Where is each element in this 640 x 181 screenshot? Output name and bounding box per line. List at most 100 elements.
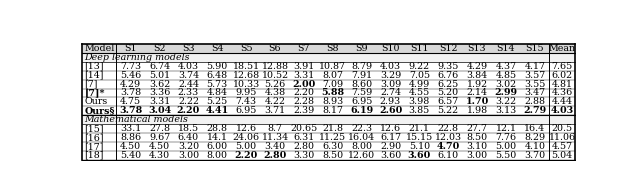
Text: 6.74: 6.74 — [149, 62, 170, 71]
Text: S3: S3 — [182, 44, 195, 53]
Text: 4.36: 4.36 — [552, 89, 573, 97]
Text: Mean: Mean — [548, 44, 575, 53]
Text: 21.8: 21.8 — [322, 124, 343, 133]
Text: 3.98: 3.98 — [409, 97, 430, 106]
Text: 3.36: 3.36 — [149, 89, 170, 97]
Text: [13]: [13] — [84, 62, 104, 71]
Text: 4.30: 4.30 — [149, 151, 170, 160]
Text: 5.26: 5.26 — [264, 80, 285, 89]
Text: 8.17: 8.17 — [322, 106, 343, 115]
Text: 9.95: 9.95 — [236, 89, 257, 97]
Text: 2.74: 2.74 — [380, 89, 401, 97]
Text: 18.51: 18.51 — [232, 62, 260, 71]
Text: 21.1: 21.1 — [409, 124, 430, 133]
Text: 4.55: 4.55 — [409, 89, 430, 97]
Text: 2.80: 2.80 — [293, 142, 314, 151]
Text: 3.31: 3.31 — [293, 71, 314, 80]
Bar — [83, 44, 575, 53]
Bar — [83, 133, 575, 142]
Text: 5.20: 5.20 — [438, 89, 459, 97]
Text: 3.55: 3.55 — [524, 80, 545, 89]
Text: 3.60: 3.60 — [380, 151, 401, 160]
Text: Model: Model — [84, 44, 115, 53]
Text: 9.35: 9.35 — [438, 62, 459, 71]
Text: 3.20: 3.20 — [178, 142, 199, 151]
Text: 5.00: 5.00 — [236, 142, 257, 151]
Text: 11.25: 11.25 — [319, 133, 346, 142]
Text: 3.02: 3.02 — [495, 80, 516, 89]
Text: S10: S10 — [381, 44, 400, 53]
Text: 5.00: 5.00 — [495, 142, 516, 151]
Text: 27.8: 27.8 — [149, 124, 170, 133]
Text: 3.47: 3.47 — [524, 89, 545, 97]
Text: 5.73: 5.73 — [207, 80, 228, 89]
Text: 4.50: 4.50 — [149, 142, 170, 151]
Text: 12.6: 12.6 — [236, 124, 257, 133]
Text: Mathematical models: Mathematical models — [84, 115, 188, 124]
Text: 3.70: 3.70 — [524, 151, 545, 160]
Bar — [83, 80, 575, 89]
Text: 6.02: 6.02 — [552, 71, 573, 80]
Text: 12.88: 12.88 — [262, 62, 289, 71]
Text: 8.93: 8.93 — [322, 97, 343, 106]
Text: 3.78: 3.78 — [120, 89, 141, 97]
Text: 5.40: 5.40 — [120, 151, 141, 160]
Text: 7.43: 7.43 — [236, 97, 257, 106]
Text: 5.22: 5.22 — [438, 106, 459, 115]
Text: 3.30: 3.30 — [293, 151, 314, 160]
Text: S11: S11 — [410, 44, 429, 53]
Text: 2.79: 2.79 — [524, 106, 547, 115]
Bar — [83, 62, 575, 71]
Text: 3.91: 3.91 — [293, 62, 314, 71]
Text: 3.85: 3.85 — [409, 106, 430, 115]
Text: 6.40: 6.40 — [178, 133, 199, 142]
Text: 16.04: 16.04 — [348, 133, 375, 142]
Text: 3.60: 3.60 — [408, 151, 431, 160]
Text: 2.93: 2.93 — [380, 97, 401, 106]
Text: 3.84: 3.84 — [467, 71, 488, 80]
Text: 5.04: 5.04 — [552, 151, 573, 160]
Text: 10.52: 10.52 — [261, 71, 289, 80]
Text: 15.15: 15.15 — [406, 133, 433, 142]
Text: 6.95: 6.95 — [351, 97, 372, 106]
Text: 6.31: 6.31 — [293, 133, 314, 142]
Text: [7]: [7] — [84, 80, 98, 89]
Text: 6.00: 6.00 — [207, 142, 228, 151]
Text: S7: S7 — [298, 44, 310, 53]
Text: 12.6: 12.6 — [380, 124, 401, 133]
Text: 2.20: 2.20 — [177, 106, 200, 115]
Text: 2.39: 2.39 — [293, 106, 314, 115]
Text: 8.79: 8.79 — [351, 62, 372, 71]
Text: 4.22: 4.22 — [264, 97, 285, 106]
Text: S15: S15 — [525, 44, 544, 53]
Text: 3.71: 3.71 — [264, 106, 285, 115]
Text: 3.22: 3.22 — [495, 97, 516, 106]
Text: 6.30: 6.30 — [322, 142, 343, 151]
Text: 4.44: 4.44 — [552, 97, 573, 106]
Text: 6.10: 6.10 — [438, 151, 459, 160]
Text: 4.29: 4.29 — [120, 80, 141, 89]
Text: S2: S2 — [153, 44, 166, 53]
Text: 4.41: 4.41 — [205, 106, 229, 115]
Text: 27.7: 27.7 — [467, 124, 488, 133]
Text: 4.37: 4.37 — [495, 62, 516, 71]
Text: 28.8: 28.8 — [207, 124, 228, 133]
Bar — [83, 115, 575, 124]
Text: 6.57: 6.57 — [438, 97, 459, 106]
Text: 8.00: 8.00 — [207, 151, 228, 160]
Text: 2.99: 2.99 — [495, 89, 517, 97]
Text: [18]: [18] — [84, 151, 104, 160]
Text: 18.5: 18.5 — [178, 124, 199, 133]
Text: 2.90: 2.90 — [380, 142, 401, 151]
Text: 8.50: 8.50 — [467, 133, 488, 142]
Text: 6.19: 6.19 — [350, 106, 373, 115]
Text: 2.14: 2.14 — [467, 89, 488, 97]
Text: 7.91: 7.91 — [351, 71, 372, 80]
Text: 1.92: 1.92 — [467, 80, 488, 89]
Text: 8.60: 8.60 — [351, 80, 372, 89]
Text: 6.48: 6.48 — [207, 71, 228, 80]
Text: 4.38: 4.38 — [264, 89, 285, 97]
Text: S14: S14 — [497, 44, 515, 53]
Text: 2.20: 2.20 — [234, 151, 258, 160]
Text: 33.1: 33.1 — [120, 124, 141, 133]
